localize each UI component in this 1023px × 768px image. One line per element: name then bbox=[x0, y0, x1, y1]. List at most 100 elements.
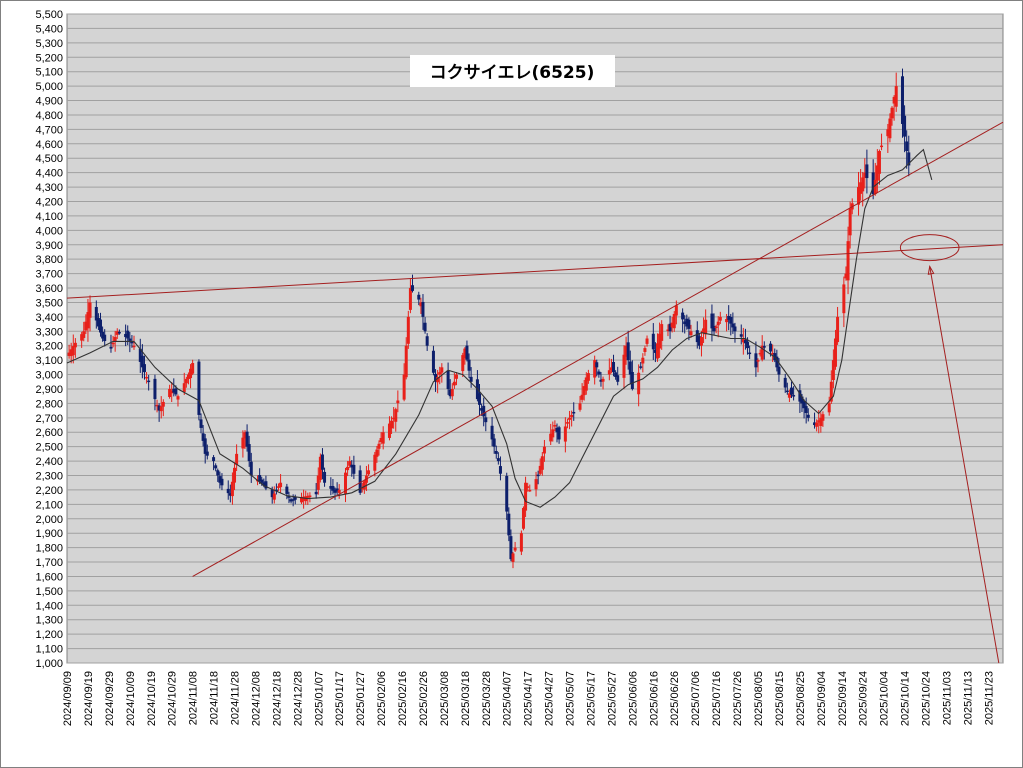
y-tick-label: 2,600 bbox=[35, 427, 63, 439]
candle-body bbox=[199, 419, 203, 428]
candle-body bbox=[335, 488, 339, 492]
candle-body bbox=[274, 489, 278, 492]
candle-body bbox=[863, 172, 867, 178]
candle-body bbox=[450, 388, 454, 397]
candle-body bbox=[557, 427, 561, 440]
candle-body bbox=[685, 318, 689, 327]
candle-body bbox=[377, 443, 381, 449]
candle-body bbox=[492, 438, 496, 447]
candle-body bbox=[641, 357, 645, 364]
candle-body bbox=[612, 361, 616, 373]
candle-body bbox=[505, 475, 509, 512]
candle-body bbox=[467, 359, 471, 371]
candle-body bbox=[551, 429, 555, 438]
candle-body bbox=[725, 319, 729, 323]
y-tick-label: 2,300 bbox=[35, 471, 63, 483]
candle-body bbox=[697, 336, 701, 346]
candle-body bbox=[373, 454, 377, 471]
candle-body bbox=[769, 343, 773, 352]
candle-body bbox=[607, 370, 611, 375]
candle-body bbox=[626, 342, 630, 361]
candle-body bbox=[813, 422, 817, 426]
candle-body bbox=[534, 479, 538, 490]
y-tick-label: 5,400 bbox=[35, 23, 63, 35]
candle-body bbox=[875, 165, 879, 181]
x-tick-label: 2025/06/26 bbox=[669, 671, 681, 726]
candle-body bbox=[182, 383, 186, 392]
candle-body bbox=[431, 350, 435, 373]
candle-body bbox=[528, 489, 532, 492]
candle-body bbox=[245, 431, 249, 447]
candle-body bbox=[381, 432, 385, 444]
candlestick-series bbox=[67, 68, 911, 569]
candle-body bbox=[563, 426, 567, 442]
candle-body bbox=[756, 360, 760, 362]
candle-body bbox=[892, 96, 896, 104]
y-tick-label: 1,000 bbox=[35, 658, 63, 670]
y-tick-label: 2,100 bbox=[35, 499, 63, 511]
candle-body bbox=[249, 461, 253, 476]
y-tick-label: 3,100 bbox=[35, 355, 63, 367]
candle-body bbox=[189, 368, 193, 379]
candle-body bbox=[350, 464, 354, 468]
candle-body bbox=[463, 348, 467, 359]
y-tick-label: 1,700 bbox=[35, 557, 63, 569]
x-tick-label: 2025/09/24 bbox=[858, 671, 870, 726]
candle-body bbox=[622, 354, 626, 378]
candle-body bbox=[243, 432, 247, 439]
candle-body bbox=[894, 86, 898, 107]
candle-body bbox=[302, 496, 306, 501]
candle-body bbox=[306, 495, 310, 498]
candle-body bbox=[84, 321, 88, 331]
candle-body bbox=[421, 301, 425, 317]
candle-body bbox=[712, 325, 716, 332]
arrow-line bbox=[929, 266, 1000, 664]
candle-body bbox=[593, 360, 597, 378]
candle-body bbox=[670, 322, 674, 328]
candle-body bbox=[651, 333, 655, 350]
candle-body bbox=[521, 507, 525, 529]
candle-body bbox=[888, 118, 892, 139]
candle-body bbox=[815, 422, 819, 427]
candle-body bbox=[907, 152, 911, 166]
x-axis-tick-labels: 2024/09/09 2024/09/19 2024/09/29 2024/10/09… bbox=[62, 671, 995, 726]
y-tick-label: 1,600 bbox=[35, 571, 63, 583]
candle-body bbox=[655, 343, 659, 359]
moving-average-line bbox=[66, 148, 933, 508]
x-tick-label: 2025/04/17 bbox=[523, 671, 535, 726]
x-tick-label: 2025/08/15 bbox=[774, 671, 786, 726]
candle-body bbox=[452, 381, 456, 386]
y-tick-label: 3,000 bbox=[35, 370, 63, 382]
y-tick-label: 2,500 bbox=[35, 442, 63, 454]
candle-body bbox=[142, 364, 146, 373]
candle-body bbox=[580, 394, 584, 400]
candle-body bbox=[69, 349, 73, 357]
candle-body bbox=[513, 547, 517, 551]
candle-body bbox=[73, 342, 77, 348]
gridlines bbox=[67, 13, 1003, 664]
candle-body bbox=[783, 377, 787, 388]
candle-body bbox=[785, 390, 789, 393]
candle-body bbox=[172, 388, 176, 393]
candle-body bbox=[367, 470, 371, 475]
x-tick-label: 2024/10/09 bbox=[125, 671, 137, 726]
candle-body bbox=[490, 425, 494, 440]
candle-body bbox=[660, 324, 664, 341]
candle-body bbox=[637, 372, 641, 395]
candle-body bbox=[729, 316, 733, 324]
candle-body bbox=[109, 346, 113, 349]
candle-body bbox=[375, 449, 379, 457]
candle-body bbox=[511, 553, 515, 562]
y-axis-tick-labels: 5,500 5,400 5,300 5,200 5,100 5,000 4,900 4,800… bbox=[35, 9, 63, 670]
candle-body bbox=[145, 376, 149, 379]
candle-body bbox=[538, 465, 542, 474]
candle-body bbox=[346, 466, 350, 471]
candle-body bbox=[668, 323, 672, 332]
trendline-1 bbox=[66, 244, 1004, 299]
candle-body bbox=[584, 377, 588, 391]
candle-body bbox=[549, 433, 553, 442]
y-tick-label: 2,700 bbox=[35, 413, 63, 425]
candle-body bbox=[314, 491, 318, 495]
x-tick-label: 2024/12/18 bbox=[271, 671, 283, 726]
candle-body bbox=[792, 395, 796, 397]
